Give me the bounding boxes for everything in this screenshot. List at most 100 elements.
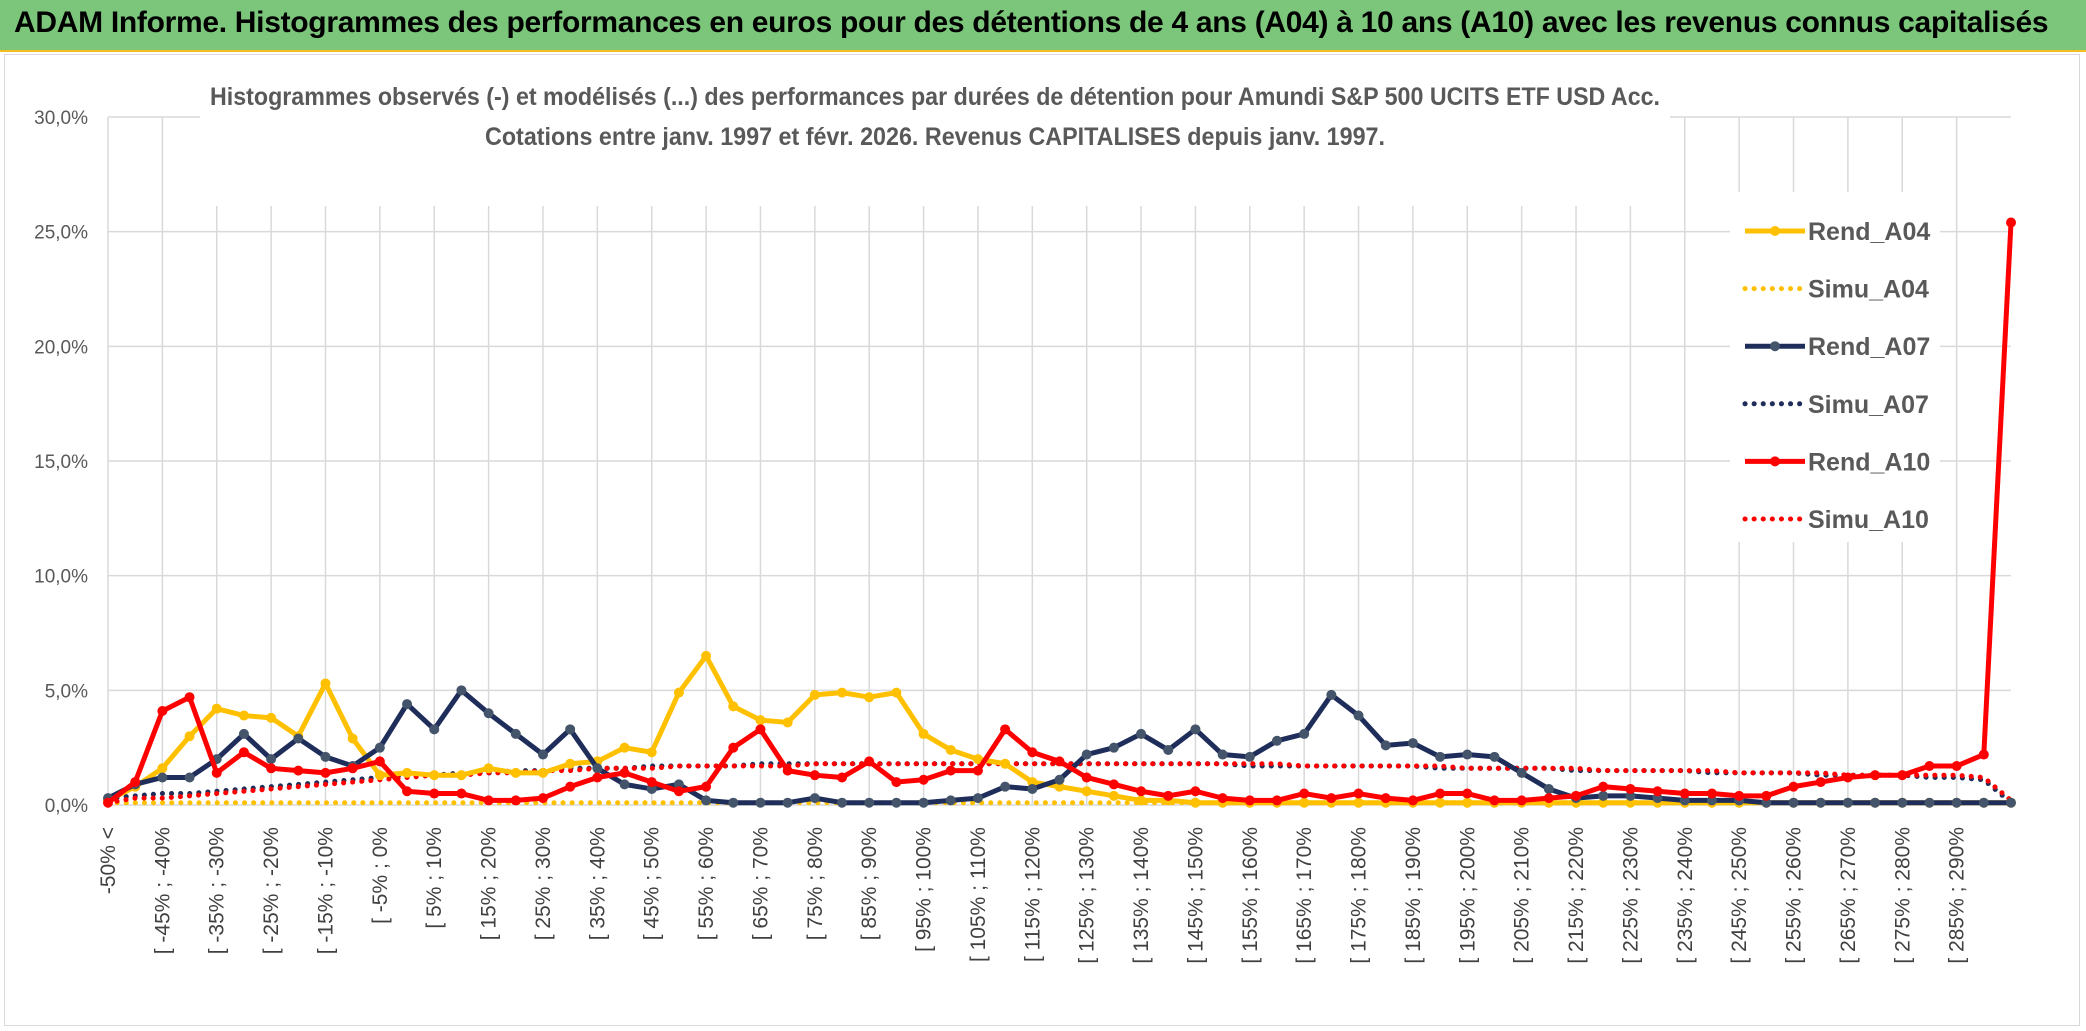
- data-point: [1706, 788, 1717, 799]
- data-point: [1326, 793, 1337, 804]
- data-point: [157, 772, 168, 783]
- data-point: [266, 754, 277, 765]
- data-point: [483, 763, 494, 774]
- x-tick-label: [ 195% ; 200%: [1456, 827, 1479, 964]
- data-point: [1870, 770, 1881, 781]
- data-point: [510, 795, 521, 806]
- data-point: [1815, 777, 1826, 788]
- data-point: [510, 767, 521, 778]
- data-point: [1598, 790, 1609, 801]
- data-point: [809, 793, 820, 804]
- data-point: [565, 724, 576, 735]
- data-point: [1081, 786, 1092, 797]
- x-tick-label: [ 85% ; 90%: [858, 827, 881, 940]
- data-point: [1951, 797, 1962, 808]
- legend-label: Rend_A10: [1808, 448, 1930, 476]
- data-point: [374, 756, 385, 767]
- data-point: [1842, 772, 1853, 783]
- x-tick-label: [ 225% ; 230%: [1619, 827, 1642, 964]
- data-point: [864, 692, 875, 703]
- data-point: [809, 770, 820, 781]
- data-point: [1380, 740, 1391, 751]
- x-tick-label: [ 95% ; 100%: [913, 827, 936, 952]
- data-point: [945, 765, 956, 776]
- data-point: [1353, 710, 1364, 721]
- data-point: [157, 705, 168, 716]
- data-point: [429, 788, 440, 799]
- x-tick-label: [ 135% ; 140%: [1130, 827, 1153, 964]
- legend-background: [1730, 192, 1940, 542]
- data-point: [266, 712, 277, 723]
- data-point: [837, 772, 848, 783]
- data-point: [1407, 795, 1418, 806]
- legend-item: Simu_A04: [1742, 276, 1929, 304]
- data-point: [1054, 756, 1065, 767]
- series-layer: [103, 217, 2016, 808]
- data-point: [130, 777, 141, 788]
- data-point: [1081, 772, 1092, 783]
- data-point: [266, 763, 277, 774]
- x-tick-label: [ 265% ; 270%: [1837, 827, 1860, 964]
- data-point: [1136, 795, 1147, 806]
- data-point: [2006, 797, 2016, 808]
- data-point: [864, 797, 875, 808]
- data-point: [837, 687, 848, 698]
- data-point: [972, 754, 983, 765]
- legend-item: Rend_A10: [1745, 448, 1930, 476]
- data-point: [673, 786, 684, 797]
- data-point: [1897, 770, 1908, 781]
- data-point: [837, 797, 848, 808]
- data-point: [755, 797, 766, 808]
- data-point: [1190, 724, 1201, 735]
- data-point: [945, 795, 956, 806]
- data-point: [972, 765, 983, 776]
- data-point: [728, 701, 739, 712]
- data-point: [1299, 728, 1310, 739]
- data-point: [402, 786, 413, 797]
- data-point: [891, 687, 902, 698]
- x-tick-label: [ -45% ; -40%: [151, 827, 174, 954]
- x-tick-label: [ 285% ; 290%: [1946, 827, 1969, 964]
- data-point: [1924, 761, 1935, 772]
- data-point: [1000, 758, 1011, 769]
- legend-label: Simu_A04: [1808, 276, 1929, 304]
- x-tick-label: [ -5% ; 0%: [369, 827, 392, 924]
- legend-item: Rend_A04: [1745, 218, 1930, 246]
- x-tick-label: [ -25% ; -20%: [260, 827, 283, 954]
- x-tick-label: [ 105% ; 110%: [967, 827, 990, 962]
- y-tick-label: 15,0%: [34, 452, 88, 473]
- x-tick-label: [ 165% ; 170%: [1293, 827, 1316, 964]
- data-point: [1842, 797, 1853, 808]
- data-point: [1543, 783, 1554, 794]
- data-point: [1190, 786, 1201, 797]
- data-point: [1897, 797, 1908, 808]
- legend-item: Simu_A07: [1742, 391, 1929, 419]
- legend-marker: [1770, 456, 1780, 467]
- data-point: [1598, 781, 1609, 792]
- data-point: [1136, 728, 1147, 739]
- x-tick-label: [ 275% ; 280%: [1891, 827, 1914, 964]
- data-point: [374, 770, 385, 781]
- x-tick-label: [ 245% ; 250%: [1728, 827, 1751, 964]
- series-rend-a07: [103, 685, 2016, 808]
- data-point: [619, 767, 630, 778]
- data-point: [1462, 749, 1473, 760]
- data-point: [238, 728, 249, 739]
- x-tick-label: -50% <: [97, 827, 120, 894]
- x-tick-label: [ 55% ; 60%: [695, 827, 718, 940]
- legend-marker: [1770, 226, 1780, 236]
- data-point: [1978, 797, 1989, 808]
- data-point: [184, 731, 195, 742]
- x-tick-label: [ 185% ; 190%: [1402, 827, 1425, 964]
- data-point: [1271, 795, 1282, 806]
- data-point: [1054, 774, 1065, 785]
- legend-item: Simu_A10: [1742, 506, 1929, 534]
- data-point: [402, 767, 413, 778]
- data-point: [646, 777, 657, 788]
- data-point: [592, 772, 603, 783]
- data-point: [1571, 790, 1582, 801]
- data-point: [1244, 751, 1255, 762]
- data-point: [1978, 749, 1989, 760]
- x-tick-label: [ 235% ; 240%: [1674, 827, 1697, 964]
- x-tick-label: [ 205% ; 210%: [1511, 827, 1534, 964]
